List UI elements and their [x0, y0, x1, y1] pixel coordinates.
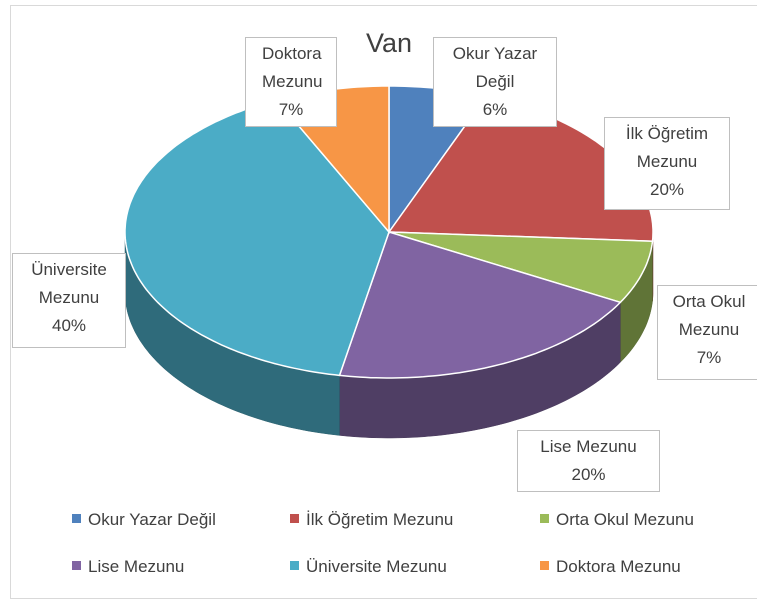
legend-swatch — [72, 561, 81, 570]
data-label-value: 40% — [51, 316, 87, 335]
legend-label: Üniversite Mezunu — [306, 557, 447, 576]
data-label-value: 6% — [482, 100, 508, 119]
data-label: İlk Öğretim Mezunu 20% — [604, 117, 730, 210]
legend-swatch — [72, 514, 81, 523]
legend-item: Lise Mezunu — [72, 557, 184, 577]
pie-slice — [338, 231, 622, 379]
data-label-value: 20% — [571, 465, 606, 484]
legend-swatch — [290, 561, 299, 570]
data-label-name: Üniversite Mezunu — [31, 260, 107, 307]
legend-item: Okur Yazar Değil — [72, 510, 216, 530]
data-label: Orta Okul Mezunu 7% — [657, 285, 757, 380]
data-label: Üniversite Mezunu 40% — [12, 253, 126, 348]
legend-item: Doktora Mezunu — [540, 557, 681, 577]
data-label-value: 7% — [696, 348, 722, 367]
legend-swatch — [540, 561, 549, 570]
data-label-name: İlk Öğretim Mezunu — [625, 124, 709, 171]
data-label-name: Doktora Mezunu — [262, 44, 323, 91]
legend-label: Lise Mezunu — [88, 557, 185, 576]
legend-swatch — [290, 514, 299, 523]
data-label-value: 20% — [649, 180, 685, 199]
data-label: Doktora Mezunu 7% — [245, 37, 337, 127]
chart-frame — [10, 5, 757, 599]
legend-label: Orta Okul Mezunu — [556, 510, 694, 529]
legend-item: İlk Öğretim Mezunu — [290, 510, 453, 530]
legend-item: Orta Okul Mezunu — [540, 510, 694, 530]
data-label: Lise Mezunu 20% — [517, 430, 660, 492]
data-label-value: 7% — [278, 100, 304, 119]
pie-slice — [388, 231, 654, 304]
legend-item: Üniversite Mezunu — [290, 557, 447, 577]
data-label-name: Orta Okul Mezunu — [672, 292, 746, 339]
data-label-name: Okur Yazar Değil — [452, 44, 538, 91]
legend-label: Okur Yazar Değil — [88, 510, 216, 529]
data-label-name: Lise Mezunu — [540, 437, 637, 456]
data-label: Okur Yazar Değil 6% — [433, 37, 557, 127]
legend-label: İlk Öğretim Mezunu — [306, 510, 454, 529]
legend-label: Doktora Mezunu — [556, 557, 681, 576]
pie-slice — [124, 99, 390, 377]
chart-title: Van — [365, 28, 413, 58]
legend-swatch — [540, 514, 549, 523]
